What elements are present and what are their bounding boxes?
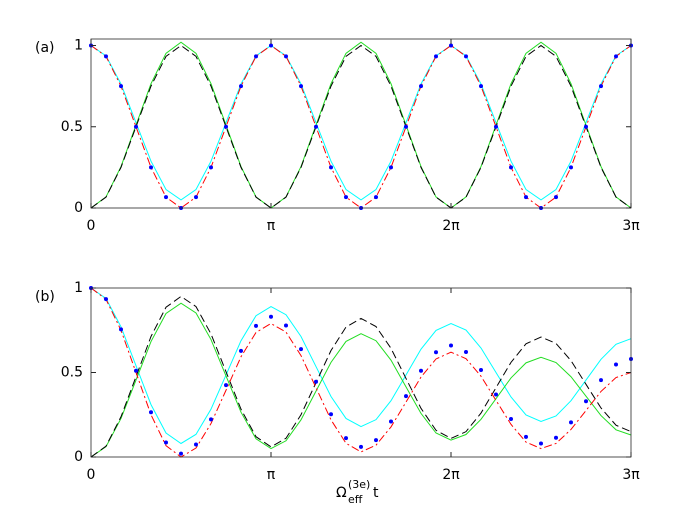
data-point xyxy=(434,54,438,59)
x-label-sub: eff xyxy=(348,493,363,506)
x-label-sup: (3e) xyxy=(348,478,370,491)
data-point xyxy=(464,54,468,59)
axes-box xyxy=(90,38,632,209)
data-point xyxy=(314,124,318,129)
data-point xyxy=(419,368,423,373)
data-point xyxy=(554,435,558,440)
data-point xyxy=(494,124,498,129)
data-point xyxy=(614,54,618,59)
data-point xyxy=(404,124,408,129)
data-point xyxy=(569,420,573,425)
data-point xyxy=(434,350,438,355)
data-point xyxy=(254,54,258,59)
data-point xyxy=(209,417,213,422)
data-line xyxy=(90,287,632,445)
data-point xyxy=(119,327,123,332)
data-point xyxy=(224,383,228,388)
data-point xyxy=(344,195,348,200)
data-point xyxy=(254,323,258,328)
data-point xyxy=(239,84,243,89)
y-tick-label: 0 xyxy=(74,200,83,216)
data-point xyxy=(449,343,453,348)
data-point xyxy=(164,440,168,445)
data-point xyxy=(194,442,198,447)
x-label-tail: t xyxy=(373,485,379,501)
x-label: Ω xyxy=(336,485,347,501)
data-point xyxy=(509,165,513,170)
x-tick-label: 2π xyxy=(442,218,460,234)
data-point xyxy=(134,124,138,129)
data-point xyxy=(569,165,573,170)
y-tick-label: 0.5 xyxy=(61,119,83,135)
data-line xyxy=(90,44,632,209)
y-tick-label: 1 xyxy=(74,280,83,296)
x-tick-label: 0 xyxy=(87,467,96,483)
data-point xyxy=(299,347,303,352)
data-point xyxy=(149,410,153,415)
data-point xyxy=(314,379,318,384)
data-point xyxy=(284,54,288,59)
data-point xyxy=(134,368,138,373)
x-tick-label: 2π xyxy=(442,467,460,483)
panel-label: (b) xyxy=(35,289,55,305)
data-point xyxy=(104,297,108,302)
data-point xyxy=(509,416,513,421)
data-point xyxy=(599,84,603,89)
data-line xyxy=(90,44,632,201)
data-point xyxy=(209,165,213,170)
data-point xyxy=(419,84,423,89)
data-point xyxy=(149,165,153,170)
data-line xyxy=(90,295,632,458)
data-point xyxy=(449,43,453,48)
data-point xyxy=(269,314,273,319)
panel-label: (a) xyxy=(35,40,55,56)
data-point xyxy=(194,195,198,200)
data-point xyxy=(329,165,333,170)
data-point xyxy=(374,195,378,200)
data-point xyxy=(479,84,483,89)
data-point xyxy=(524,434,528,439)
x-tick-label: 3π xyxy=(622,218,640,234)
data-point xyxy=(269,43,273,48)
data-point xyxy=(119,84,123,89)
data-point xyxy=(584,399,588,404)
data-line xyxy=(90,41,632,209)
data-point xyxy=(374,438,378,443)
y-tick-label: 0 xyxy=(74,449,83,465)
data-point xyxy=(614,362,618,367)
data-point xyxy=(284,323,288,328)
data-point xyxy=(239,348,243,353)
x-tick-label: 3π xyxy=(622,467,640,483)
data-point xyxy=(539,441,543,446)
data-point xyxy=(479,367,483,372)
data-point xyxy=(344,436,348,441)
data-point xyxy=(224,124,228,129)
x-tick-label: π xyxy=(267,467,276,483)
data-point xyxy=(554,195,558,200)
data-point xyxy=(599,378,603,383)
data-point xyxy=(389,419,393,424)
data-point xyxy=(389,165,393,170)
x-tick-label: 0 xyxy=(87,218,96,234)
data-point xyxy=(584,124,588,129)
data-line xyxy=(90,302,632,458)
data-point xyxy=(359,444,363,449)
x-tick-label: π xyxy=(267,218,276,234)
y-tick-label: 1 xyxy=(74,38,83,54)
data-point xyxy=(164,195,168,200)
data-point xyxy=(464,350,468,355)
y-tick-label: 0.5 xyxy=(61,365,83,381)
data-point xyxy=(329,412,333,417)
data-point xyxy=(494,392,498,397)
data-point xyxy=(299,84,303,89)
data-point xyxy=(524,195,528,200)
data-point xyxy=(104,54,108,59)
data-point xyxy=(404,394,408,399)
data-point xyxy=(179,451,183,456)
